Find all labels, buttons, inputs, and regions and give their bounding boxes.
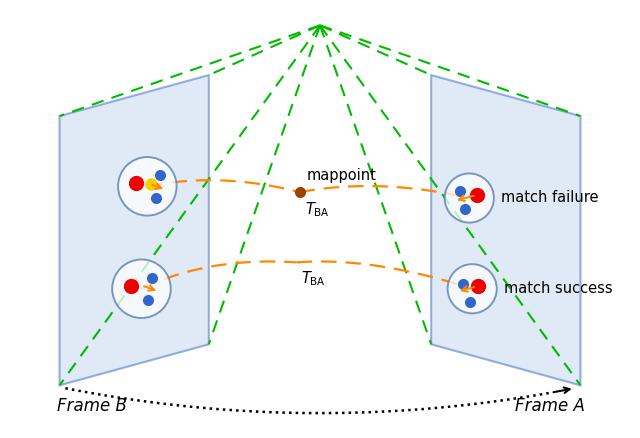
Circle shape (445, 174, 494, 223)
Text: match failure: match failure (502, 190, 599, 205)
Text: Frame B: Frame B (56, 396, 127, 414)
Text: match success: match success (504, 280, 613, 295)
Text: mappoint: mappoint (307, 167, 376, 182)
Circle shape (447, 265, 497, 314)
Polygon shape (60, 76, 209, 385)
Circle shape (118, 158, 177, 216)
Text: Frame A: Frame A (515, 396, 585, 414)
Text: $T_{\mathrm{BA}}$: $T_{\mathrm{BA}}$ (305, 200, 330, 219)
Circle shape (112, 260, 171, 318)
Polygon shape (431, 76, 580, 385)
Text: $T_{\mathrm{BA}}$: $T_{\mathrm{BA}}$ (301, 268, 326, 287)
